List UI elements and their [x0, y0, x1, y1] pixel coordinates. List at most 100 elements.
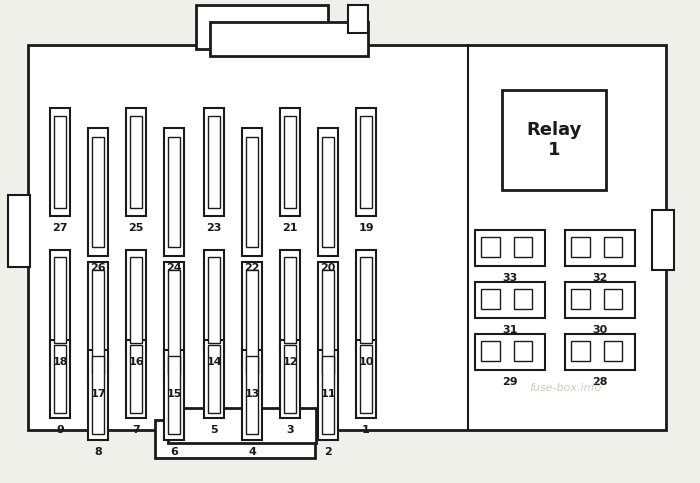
Text: 24: 24: [166, 263, 182, 273]
Text: 5: 5: [210, 425, 218, 435]
Text: 19: 19: [358, 223, 374, 233]
Bar: [168, 408, 316, 443]
Text: 21: 21: [282, 223, 298, 233]
Text: 22: 22: [244, 263, 260, 273]
Bar: [50, 108, 70, 216]
Bar: [54, 345, 66, 412]
Bar: [242, 350, 262, 440]
Bar: [321, 137, 335, 247]
Bar: [164, 350, 184, 440]
Bar: [475, 282, 545, 318]
Bar: [204, 108, 224, 216]
Bar: [565, 282, 635, 318]
Text: 4: 4: [248, 447, 256, 457]
Bar: [50, 250, 70, 350]
Bar: [565, 230, 635, 266]
Bar: [246, 137, 258, 247]
Bar: [54, 257, 66, 343]
Bar: [280, 108, 300, 216]
Bar: [242, 128, 262, 256]
Text: Relay
1: Relay 1: [526, 121, 582, 159]
Text: 31: 31: [503, 325, 518, 335]
Bar: [475, 230, 545, 266]
Bar: [481, 341, 500, 361]
Text: 23: 23: [206, 223, 222, 233]
Text: 3: 3: [286, 425, 294, 435]
Bar: [126, 250, 146, 350]
Bar: [360, 257, 372, 343]
Text: 8: 8: [94, 447, 102, 457]
Bar: [167, 270, 181, 373]
Text: 2: 2: [324, 447, 332, 457]
Bar: [318, 262, 338, 382]
Bar: [603, 289, 622, 309]
Text: 32: 32: [592, 273, 608, 283]
Bar: [318, 128, 338, 256]
Bar: [242, 262, 262, 382]
Bar: [88, 262, 108, 382]
Text: 26: 26: [90, 263, 106, 273]
Text: 30: 30: [592, 325, 608, 335]
Bar: [356, 250, 376, 350]
Bar: [8, 195, 30, 267]
Text: 25: 25: [128, 223, 144, 233]
Bar: [164, 262, 184, 382]
Bar: [126, 108, 146, 216]
Bar: [130, 345, 142, 412]
Text: 10: 10: [358, 357, 374, 367]
Bar: [167, 356, 181, 434]
Bar: [481, 237, 500, 257]
Bar: [208, 257, 220, 343]
Bar: [570, 341, 589, 361]
Bar: [204, 340, 224, 418]
Text: 27: 27: [52, 223, 68, 233]
Text: 28: 28: [592, 377, 608, 387]
Bar: [204, 250, 224, 350]
Text: 6: 6: [170, 447, 178, 457]
Bar: [126, 340, 146, 418]
Text: 12: 12: [282, 357, 298, 367]
Bar: [210, 22, 368, 56]
Bar: [164, 128, 184, 256]
Bar: [130, 115, 142, 209]
Bar: [28, 45, 666, 430]
Bar: [321, 270, 335, 373]
Bar: [208, 345, 220, 412]
Text: 17: 17: [90, 389, 106, 399]
Bar: [603, 341, 622, 361]
Bar: [92, 137, 104, 247]
Bar: [155, 420, 315, 458]
Bar: [475, 334, 545, 370]
Bar: [502, 90, 606, 190]
Bar: [603, 237, 622, 257]
Text: 14: 14: [206, 357, 222, 367]
Bar: [280, 340, 300, 418]
Text: 20: 20: [321, 263, 336, 273]
Text: 7: 7: [132, 425, 140, 435]
Bar: [246, 270, 258, 373]
Bar: [246, 356, 258, 434]
Bar: [208, 115, 220, 209]
Bar: [652, 210, 674, 270]
Bar: [356, 340, 376, 418]
Text: 15: 15: [167, 389, 182, 399]
Text: 16: 16: [128, 357, 144, 367]
Bar: [284, 345, 296, 412]
Text: 29: 29: [502, 377, 518, 387]
Text: 9: 9: [56, 425, 64, 435]
Text: 11: 11: [321, 389, 336, 399]
Bar: [570, 289, 589, 309]
Bar: [514, 237, 533, 257]
Bar: [280, 250, 300, 350]
Bar: [167, 137, 181, 247]
Bar: [88, 350, 108, 440]
Text: 33: 33: [503, 273, 517, 283]
Bar: [348, 5, 368, 33]
Bar: [360, 345, 372, 412]
Bar: [356, 108, 376, 216]
Bar: [318, 350, 338, 440]
Bar: [50, 340, 70, 418]
Text: 1: 1: [362, 425, 370, 435]
Bar: [481, 289, 500, 309]
Bar: [321, 356, 335, 434]
